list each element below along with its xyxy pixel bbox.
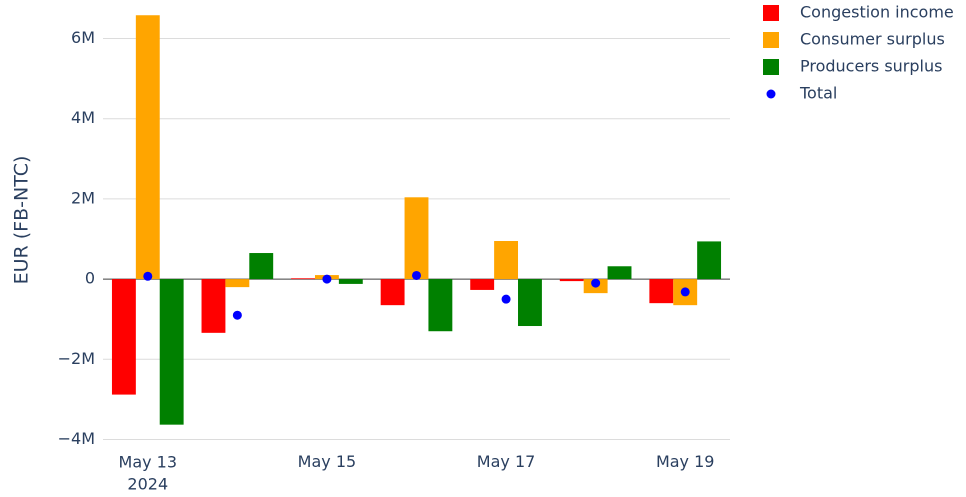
bar	[607, 266, 632, 280]
bar	[249, 253, 274, 280]
x-tick-label: May 13 2024	[119, 452, 178, 493]
bar	[201, 279, 226, 333]
point	[412, 270, 421, 280]
x-tick-label: May 17	[477, 452, 536, 471]
legend-swatch	[763, 59, 779, 75]
point	[680, 287, 690, 297]
legend-label: Consumer surplus	[800, 30, 945, 49]
bar	[470, 279, 495, 290]
bar	[111, 279, 136, 395]
bar	[225, 279, 250, 288]
y-tick-label: 4M	[71, 108, 95, 127]
bar	[380, 279, 405, 306]
point	[232, 310, 242, 320]
bar	[428, 279, 453, 332]
point	[591, 278, 601, 288]
bar	[559, 279, 584, 282]
point	[322, 274, 332, 284]
y-tick-label: 6M	[71, 28, 95, 47]
bar	[697, 241, 722, 280]
legend-label: Producers surplus	[800, 57, 942, 76]
y-tick-label: 2M	[71, 188, 95, 207]
bar	[135, 15, 160, 280]
bar	[291, 278, 315, 280]
bar	[649, 279, 674, 304]
legend-label: Total	[799, 84, 837, 103]
legend-swatch	[763, 5, 779, 21]
bar	[518, 279, 542, 327]
point	[143, 271, 153, 281]
legend-swatch	[766, 89, 776, 99]
x-tick-label: May 15	[298, 452, 357, 471]
y-tick-label: −4M	[58, 429, 95, 448]
y-axis-title: EUR (FB-NTC)	[11, 156, 33, 285]
legend-swatch	[763, 32, 779, 48]
bar	[338, 279, 363, 284]
legend-label: Congestion income	[800, 3, 954, 22]
bar	[159, 279, 184, 425]
y-tick-label: 0	[85, 269, 95, 288]
bar	[494, 241, 519, 280]
x-tick-label: May 19	[656, 452, 715, 471]
point	[501, 294, 511, 304]
bar	[404, 197, 429, 280]
y-tick-label: −2M	[58, 349, 95, 368]
